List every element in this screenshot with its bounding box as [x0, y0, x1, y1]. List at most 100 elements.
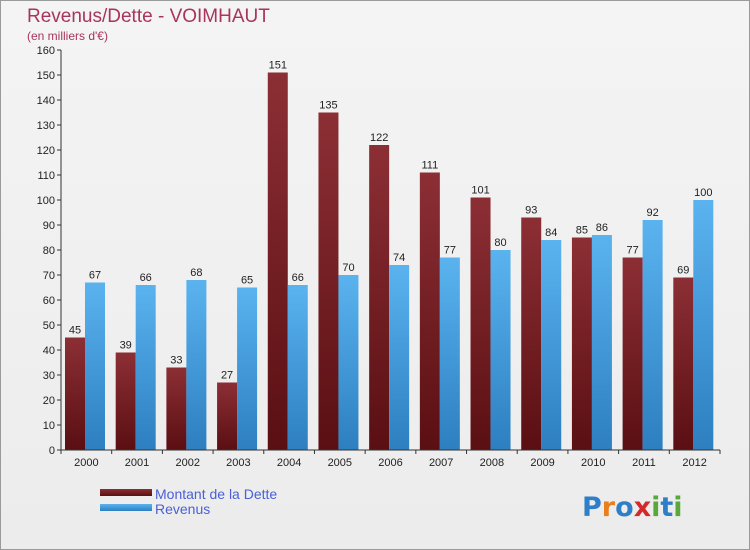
bar-revenus	[287, 285, 308, 450]
bar-debt	[673, 277, 694, 450]
y-axis: 0 10 20 30 40 50 60 70 80 90 100 110 120 130 140 150 160	[37, 45, 62, 457]
bar-revenus	[541, 240, 562, 450]
bar-revenus	[135, 285, 156, 450]
value-label-revenus: 92	[646, 207, 658, 219]
legend-swatch-debt	[100, 489, 152, 496]
y-tick-label: 140	[37, 95, 55, 107]
legend: Montant de la Dette Revenus	[100, 486, 277, 517]
value-label-revenus: 65	[241, 275, 253, 287]
value-label-debt: 45	[69, 325, 81, 337]
x-tick-label: 2005	[328, 457, 352, 469]
x-tick-label: 2012	[682, 457, 706, 469]
value-label-revenus: 86	[596, 222, 608, 234]
y-tick-label: 60	[43, 295, 55, 307]
x-tick-label: 2010	[581, 457, 605, 469]
legend-label-debt: Montant de la Dette	[155, 486, 277, 502]
y-tick-label: 70	[43, 270, 55, 282]
x-tick-label: 2007	[429, 457, 453, 469]
y-tick-label: 30	[43, 370, 55, 382]
y-tick-label: 100	[37, 195, 55, 207]
value-label-debt: 69	[677, 265, 689, 277]
bars: 45 67 39 66 33 68 27 65 151 66 135 70 122 74 111 77 101 8…	[65, 60, 714, 450]
value-label-debt: 85	[576, 225, 588, 237]
y-tick-label: 120	[37, 145, 55, 157]
chart-title: Revenus/Dette - VOIMHAUT	[27, 6, 270, 27]
y-tick-label: 90	[43, 220, 55, 232]
bar-debt	[318, 112, 339, 450]
bar-revenus	[85, 282, 105, 450]
bar-revenus	[642, 220, 663, 450]
bar-debt	[521, 217, 542, 450]
bar-revenus	[338, 275, 359, 450]
y-tick-label: 130	[37, 120, 55, 132]
value-label-revenus: 67	[89, 270, 101, 282]
bar-revenus	[490, 250, 511, 450]
logo-letter: t	[660, 492, 673, 523]
value-label-debt: 77	[626, 245, 638, 257]
value-label-debt: 39	[120, 340, 132, 352]
value-label-debt: 122	[370, 132, 388, 144]
bar-revenus	[439, 257, 460, 450]
value-label-debt: 151	[269, 60, 287, 72]
x-tick-label: 2002	[175, 457, 199, 469]
y-tick-label: 150	[37, 70, 55, 82]
bar-debt	[267, 72, 288, 450]
value-label-debt: 101	[471, 185, 489, 197]
bar-debt	[217, 382, 238, 450]
bar-debt	[65, 337, 85, 450]
value-label-revenus: 68	[190, 267, 202, 279]
x-tick-label: 2009	[530, 457, 554, 469]
x-tick-label: 2008	[480, 457, 504, 469]
value-label-debt: 27	[221, 370, 233, 382]
proxiti-logo: Proxiti	[582, 492, 683, 523]
value-label-revenus: 77	[444, 245, 456, 257]
logo-letter: i	[673, 492, 682, 523]
value-label-revenus: 70	[342, 262, 354, 274]
value-label-debt: 93	[525, 205, 537, 217]
logo-letter: P	[582, 492, 602, 523]
y-tick-label: 50	[43, 320, 55, 332]
logo-letter: x	[634, 492, 651, 523]
y-tick-label: 10	[43, 420, 55, 432]
x-tick-label: 2006	[378, 457, 402, 469]
y-tick-label: 160	[37, 45, 55, 57]
x-tick-label: 2001	[125, 457, 149, 469]
value-label-revenus: 74	[393, 252, 405, 264]
value-label-revenus: 84	[545, 227, 557, 239]
value-label-revenus: 66	[292, 272, 304, 284]
value-label-revenus: 100	[694, 187, 712, 199]
logo-letter: i	[651, 492, 660, 523]
x-tick-label: 2000	[74, 457, 98, 469]
value-label-debt: 135	[319, 100, 337, 112]
bar-debt	[166, 367, 187, 450]
value-label-debt: 33	[170, 355, 182, 367]
bar-debt	[571, 237, 592, 450]
bar-revenus	[186, 280, 207, 450]
y-tick-label: 0	[49, 445, 55, 457]
bar-revenus	[591, 235, 612, 450]
x-tick-label: 2004	[277, 457, 301, 469]
bar-revenus	[389, 265, 410, 450]
logo-letter: r	[602, 492, 616, 523]
value-label-revenus: 66	[140, 272, 152, 284]
y-tick-label: 40	[43, 345, 55, 357]
bar-debt	[622, 257, 643, 450]
y-tick-label: 110	[37, 170, 55, 182]
bar-debt	[115, 352, 136, 450]
y-tick-label: 80	[43, 245, 55, 257]
bar-debt	[470, 197, 491, 450]
bar-debt	[369, 145, 390, 450]
chart-subtitle: (en milliers d'€)	[27, 29, 108, 43]
value-label-debt: 111	[421, 160, 438, 172]
y-tick-label: 20	[43, 395, 55, 407]
x-tick-label: 2011	[632, 457, 656, 469]
legend-label-revenus: Revenus	[155, 501, 210, 517]
legend-swatch-revenus	[100, 504, 152, 511]
bar-debt	[419, 172, 440, 450]
logo-letter: o	[615, 492, 634, 523]
bar-revenus	[237, 287, 258, 450]
x-axis: 2000 2001 2002 2003 2004 2005 2006 2007 2008 2009…	[60, 449, 721, 469]
bar-revenus	[693, 200, 714, 450]
value-label-revenus: 80	[494, 237, 506, 249]
